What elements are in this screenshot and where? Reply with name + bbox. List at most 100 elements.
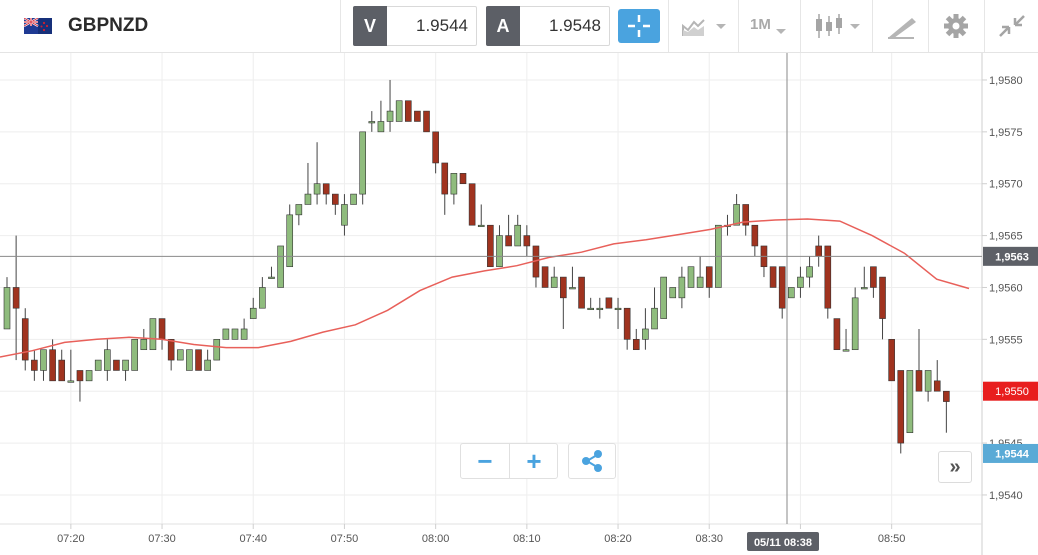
candle-up [213,339,221,361]
candle-body [733,204,740,226]
candle-up [642,308,649,350]
buy-price-button[interactable]: A 1.9548 [486,6,610,46]
candle-down [769,266,777,288]
candle-up [496,225,503,268]
share-button[interactable] [568,443,616,479]
crosshair-price-tag: 1,9563 [983,246,1038,266]
candle-body [842,349,850,352]
candle-down [505,214,512,247]
candle-body [459,173,467,185]
drawing-tools-button[interactable] [884,12,920,40]
candle-body [332,193,339,205]
candle-up [678,266,686,309]
price-tick-label: 1,9575 [989,127,1023,139]
chart-type-icon [682,19,726,36]
candle-body [541,266,549,288]
scroll-to-latest-button[interactable]: » [938,451,972,483]
candle-body [550,276,558,288]
candle-up [3,277,11,330]
candle-body [295,204,303,216]
settings-button[interactable] [940,12,972,40]
candle-body [414,110,421,122]
candle-body [432,131,439,164]
candle-body [49,349,56,382]
candle-down [870,266,877,298]
candle-up [131,339,138,371]
zoom-in-button[interactable]: + [526,446,542,476]
candle-body [468,183,476,226]
price-axis: 1,95401,95451,95501,95551,95601,95651,95… [982,75,1023,502]
candle-down [31,349,38,381]
candle-up [696,256,704,288]
candle-body [204,359,211,371]
candle-body [249,307,257,319]
zoom-divider [509,444,510,478]
time-tick-label: 07:40 [239,533,267,545]
candle-body [851,297,859,351]
candle-body [58,359,66,382]
candle-body [222,328,230,340]
candle-down [468,183,476,226]
candle-up [249,297,257,319]
drawing-tools-icon [888,18,916,39]
candle-body [788,287,795,299]
time-tick-label: 07:20 [57,533,85,545]
candle-body [669,287,677,299]
candle-down [167,339,175,371]
candle-up [733,194,740,226]
candle-down [441,162,449,215]
candle-body [12,287,20,309]
candles [3,79,950,454]
candle-body [915,370,923,392]
candle-down [459,173,467,185]
candle-up [797,266,804,298]
candle-up [788,287,795,299]
candle-body [195,349,202,371]
candle-body [587,307,594,311]
candle-body [313,183,321,195]
candle-up [614,297,622,329]
timeframe-selector[interactable]: 1M [750,16,771,33]
candle-body [806,266,813,278]
candle-down [523,225,531,257]
collapse-button[interactable] [996,12,1028,40]
bid-price-tag: 1,9544 [983,443,1038,463]
candle-up [806,256,813,288]
candle-body [614,307,622,311]
candle-body [3,287,11,330]
candle-body [40,349,47,371]
sell-price-button[interactable]: V 1.9544 [353,6,477,46]
candle-body [85,370,93,382]
price-tick-label: 1,9570 [989,179,1023,191]
candle-body [231,328,239,340]
candle-body [368,121,376,124]
gear-icon [944,14,968,38]
candle-down [623,307,631,350]
zoom-out-button[interactable]: − [477,446,493,476]
candle-body [632,339,640,351]
chart-type-button[interactable] [680,12,730,40]
candle-body [797,276,804,288]
candle-body [341,204,348,226]
candle-down [705,266,713,298]
time-tick-label: 08:20 [604,533,632,545]
candle-body [167,339,175,361]
candle-down [933,360,941,392]
candle-body [21,318,29,361]
candle-down [432,131,439,174]
price-chart[interactable]: 1,95401,95451,95501,95551,95601,95651,95… [0,53,1038,555]
instrument-symbol: GBPNZD [68,15,149,36]
candle-body [67,380,75,383]
sell-label: V [353,6,387,46]
crosshair-button[interactable] [618,9,660,43]
time-tick-label: 08:00 [422,533,450,545]
candle-down [21,308,29,371]
candle-body [651,307,658,330]
candle-up [259,277,266,309]
candle-up [395,100,403,122]
candlestick-button[interactable] [812,12,864,40]
candle-body [505,235,512,247]
candle-body [377,121,385,133]
candle-up [85,370,93,382]
candle-up [842,328,850,352]
